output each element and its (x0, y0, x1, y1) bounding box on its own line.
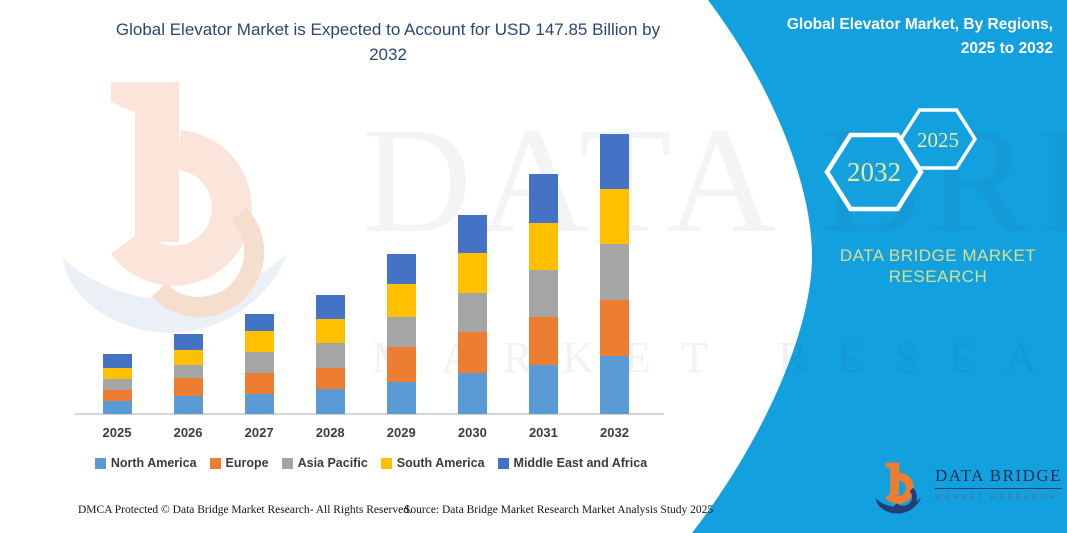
bar-segment-asia-pacific-2026 (173, 364, 203, 378)
x-axis-line (75, 413, 664, 415)
legend-swatch-icon (380, 457, 392, 469)
bar-segment-middle-east-and-africa-2031 (528, 173, 558, 224)
bar-segment-middle-east-and-africa-2029 (386, 253, 416, 285)
chart-title-line2: 2032 (369, 45, 407, 64)
bar-segment-north-america-2026 (173, 395, 203, 414)
side-panel-brand-line1: DATA BRIDGE MARKET (839, 246, 1037, 265)
bar-segment-europe-2027 (244, 373, 274, 394)
bar-segment-middle-east-and-africa-2025 (102, 353, 132, 368)
legend-item-middle-east-and-africa: Middle East and Africa (497, 456, 648, 470)
side-panel-heading-line2: 2025 to 2032 (960, 40, 1053, 57)
watermark-text-row2: MARKET RESEARCH (372, 333, 1067, 382)
bar-segment-europe-2028 (315, 368, 345, 389)
bar-segment-asia-pacific-2025 (102, 378, 132, 390)
legend-label: Europe (225, 456, 269, 470)
bar-segment-europe-2031 (528, 317, 558, 366)
bar-segment-south-america-2030 (457, 252, 487, 293)
legend-swatch-icon (94, 457, 106, 469)
bar-segment-asia-pacific-2027 (244, 352, 274, 374)
bar-segment-north-america-2027 (244, 393, 274, 414)
bar-segment-middle-east-and-africa-2028 (315, 294, 345, 320)
hexagon-2032-label: 2032 (847, 157, 901, 187)
bar-segment-middle-east-and-africa-2032 (599, 134, 629, 190)
bar-segment-north-america-2029 (386, 381, 416, 414)
x-axis-label-2027: 2027 (244, 425, 274, 440)
bar-segment-south-america-2031 (528, 223, 558, 271)
bar-segment-north-america-2025 (102, 400, 132, 414)
bar-segment-south-america-2025 (102, 367, 132, 379)
bar-segment-asia-pacific-2029 (386, 316, 416, 348)
bar-segment-north-america-2028 (315, 389, 345, 414)
side-panel-brand: DATA BRIDGE MARKET RESEARCH (818, 245, 1058, 287)
legend-swatch-icon (497, 457, 509, 469)
legend-label: South America (396, 456, 485, 470)
legend-item-south-america: South America (380, 456, 485, 470)
bar-segment-europe-2026 (173, 377, 203, 396)
bar-segment-middle-east-and-africa-2030 (457, 215, 487, 253)
bar-segment-middle-east-and-africa-2027 (244, 313, 274, 332)
legend-label: Middle East and Africa (513, 456, 648, 470)
legend-label: Asia Pacific (297, 456, 368, 470)
legend-item-north-america: North America (94, 456, 197, 470)
side-panel-heading-line1: Global Elevator Market, By Regions, (786, 16, 1053, 33)
x-axis-label-2031: 2031 (528, 425, 558, 440)
legend-item-europe: Europe (209, 456, 269, 470)
company-logo: DATA BRIDGE MARKET RESEARCH (874, 459, 1063, 515)
bar-segment-asia-pacific-2030 (457, 292, 487, 333)
footer-copyright: DMCA Protected © Data Bridge Market Rese… (78, 504, 412, 516)
x-axis-label-2030: 2030 (457, 425, 487, 440)
footer-source: Source: Data Bridge Market Research Mark… (404, 504, 714, 516)
hexagon-2025-label: 2025 (917, 128, 959, 152)
x-axis-label-2032: 2032 (600, 425, 629, 440)
hexagon-2032 (824, 132, 924, 212)
chart-title: Global Elevator Market is Expected to Ac… (63, 17, 713, 67)
watermark-logo-icon (63, 82, 287, 333)
company-logo-icon (875, 462, 922, 514)
year-hexagons: 2032 2025 (824, 108, 978, 212)
hexagon-2025 (898, 108, 978, 170)
bar-segment-south-america-2026 (173, 349, 203, 365)
bar-segment-south-america-2028 (315, 319, 345, 344)
bar-segment-south-america-2029 (386, 284, 416, 317)
x-axis-label-2026: 2026 (173, 425, 203, 440)
bar-segment-north-america-2032 (599, 355, 629, 414)
bar-segment-europe-2025 (102, 389, 132, 401)
bar-segment-south-america-2032 (599, 189, 629, 245)
bar-segment-asia-pacific-2028 (315, 343, 345, 368)
bar-segment-asia-pacific-2032 (599, 244, 629, 300)
side-panel-heading: Global Elevator Market, By Regions, 2025… (713, 13, 1053, 61)
bar-segment-europe-2029 (386, 347, 416, 382)
side-panel-brand-line2: RESEARCH (888, 267, 988, 286)
chart-title-line1: Global Elevator Market is Expected to Ac… (115, 20, 661, 39)
legend: North America Europe Asia Pacific South Ame… (75, 456, 667, 470)
bar-segment-north-america-2030 (457, 372, 487, 414)
x-axis-label-2028: 2028 (315, 425, 345, 440)
x-axis-label-2029: 2029 (386, 425, 416, 440)
legend-swatch-icon (281, 457, 293, 469)
bar-segment-europe-2030 (457, 332, 487, 373)
x-axis-label-2025: 2025 (102, 425, 132, 440)
legend-item-asia-pacific: Asia Pacific (281, 456, 368, 470)
bar-segment-middle-east-and-africa-2026 (173, 334, 203, 350)
company-logo-text: DATA BRIDGE MARKET RESEARCH (935, 459, 1063, 501)
company-logo-name: DATA BRIDGE (935, 467, 1063, 489)
bar-segment-europe-2032 (599, 299, 629, 356)
company-logo-subtitle: MARKET RESEARCH (935, 492, 1058, 501)
bar-segment-south-america-2027 (244, 331, 274, 353)
bar-segment-north-america-2031 (528, 365, 558, 414)
bar-segment-asia-pacific-2031 (528, 270, 558, 318)
legend-swatch-icon (209, 457, 221, 469)
legend-label: North America (110, 456, 197, 470)
